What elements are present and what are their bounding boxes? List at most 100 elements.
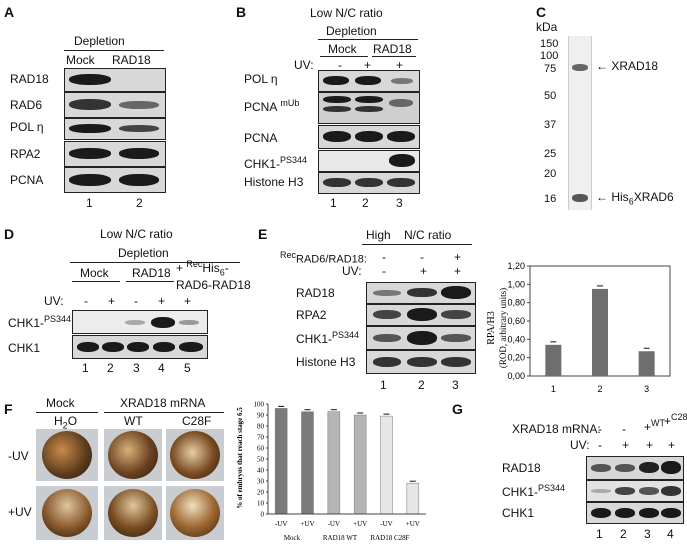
e-chart-category-label: 2 (597, 384, 602, 394)
d-uv-label: UV: (44, 294, 64, 308)
c-his-sub: 6 (628, 196, 634, 207)
d-rec-sup: Rec (186, 259, 203, 269)
a-blot-pol (64, 118, 166, 140)
a-band (119, 125, 159, 132)
g-uv-1: - (598, 438, 602, 452)
f-chart-xtick-label: -UV (328, 520, 340, 528)
g-mrna-label: XRAD18 mRNA: (512, 422, 601, 436)
g-ps344-sup: PS344 (538, 483, 566, 493)
g-band (615, 487, 635, 495)
f-xrad18: XRAD18 mRNA (120, 396, 206, 410)
c-label-his-xrad6: ← His6XRAD6 (596, 190, 674, 207)
f-chart-ytick-label: 40 (257, 467, 265, 475)
b-row-h3: Histone H3 (244, 175, 304, 189)
b-depletion-label: Depletion (326, 24, 377, 38)
panel-b-label: B (236, 4, 247, 20)
g-band (615, 464, 635, 472)
b-band (389, 99, 413, 107)
d-mock-rule (72, 281, 120, 282)
b-band (389, 154, 415, 167)
c-label-xrad18: ← XRAD18 (596, 59, 659, 73)
g-mrna-3-sup: WT (651, 418, 666, 428)
d-group-rad18: RAD18 (132, 266, 171, 280)
f-embryo (108, 489, 158, 537)
g-band (639, 462, 659, 473)
e-rec-sup: Rec (280, 250, 297, 260)
g-lane-3: 3 (644, 527, 651, 541)
f-chart-xticks: -UV +UV -UV +UV -UV +UV (275, 520, 420, 528)
b-band (355, 96, 383, 103)
f-embryo-img (166, 429, 224, 481)
d-lane-5: 5 (184, 361, 191, 375)
panel-e-label: E (258, 226, 268, 242)
c-marker-50: 50 (544, 90, 557, 102)
e-chart-ytick-label: 0,00 (507, 371, 525, 381)
f-group-mock: Mock (284, 534, 301, 542)
e-blot-h3 (366, 350, 476, 374)
g-mrna-3-sign: + (644, 420, 652, 434)
b-band (323, 131, 351, 142)
g-lane-2: 2 (620, 527, 627, 541)
e-band (407, 288, 437, 297)
d-band (151, 317, 175, 328)
b-lane-1: 1 (330, 196, 337, 210)
f-chart-bar (406, 482, 420, 515)
f-chart-bar (327, 411, 341, 515)
f-chart-ytick-label: 80 (257, 423, 265, 431)
a-band (69, 174, 111, 186)
f-chart-bars (274, 405, 420, 515)
panel-d-label: D (4, 226, 15, 242)
d-rec-rad6-rad18: RAD6-RAD18 (176, 278, 251, 293)
e-header-high: High (366, 228, 391, 242)
f-row-plus-uv: +UV (8, 505, 32, 519)
e-blot-rpa2 (366, 304, 476, 326)
a-band (69, 74, 111, 85)
f-embryo (170, 489, 220, 537)
b-band (355, 106, 383, 112)
b-blot-chk1 (318, 150, 420, 172)
e-row-h3: Histone H3 (296, 355, 356, 369)
b-band (355, 76, 381, 85)
f-xrad-rule (104, 412, 224, 413)
d-band (127, 342, 149, 352)
e-band (373, 310, 401, 319)
a-row-rad6: RAD6 (10, 98, 43, 112)
e-blot-chk1-ps344 (366, 326, 476, 350)
e-row-chk1-ps344: CHK1-PS344 (296, 330, 359, 346)
d-band (102, 342, 124, 352)
g-band (591, 464, 611, 472)
a-band (119, 174, 159, 186)
d-band (179, 342, 203, 352)
f-chart-bar (380, 415, 393, 515)
e-rec-text: RAD6/RAD18: (296, 253, 367, 266)
a-band (119, 148, 159, 159)
a-col-mock: Mock (66, 53, 95, 67)
f-embryo-img (104, 486, 162, 540)
c-band-xrad6 (572, 194, 588, 202)
e-chk1-text: CHK1- (296, 332, 333, 346)
b-group-mock: Mock (328, 42, 357, 56)
g-mrna-2: - (622, 422, 626, 436)
e-band (407, 308, 437, 321)
e-chart-bar (545, 344, 562, 376)
e-band (441, 310, 471, 319)
e-rec-3: + (454, 250, 462, 264)
d-band (179, 320, 199, 325)
e-band (373, 357, 401, 367)
f-embryo-img (36, 429, 98, 481)
g-band (661, 486, 681, 496)
d-band (153, 342, 175, 352)
g-band (591, 489, 611, 493)
e-band (441, 286, 471, 299)
d-rec-plus: + (176, 261, 187, 275)
b-row-pcna-mub: PCNA mUb (244, 98, 299, 114)
e-lane-2: 2 (418, 378, 425, 392)
a-col-rad18: RAD18 (112, 53, 151, 67)
f-chart-xtick-label: +UV (300, 520, 314, 528)
f-embryo (42, 431, 92, 479)
f-group-rad18-wt: RAD18 WT (323, 534, 358, 542)
g-row-chk1: CHK1 (502, 506, 535, 520)
d-depletion-label: Depletion (118, 246, 169, 260)
b-band (387, 131, 415, 142)
b-band (387, 178, 415, 187)
